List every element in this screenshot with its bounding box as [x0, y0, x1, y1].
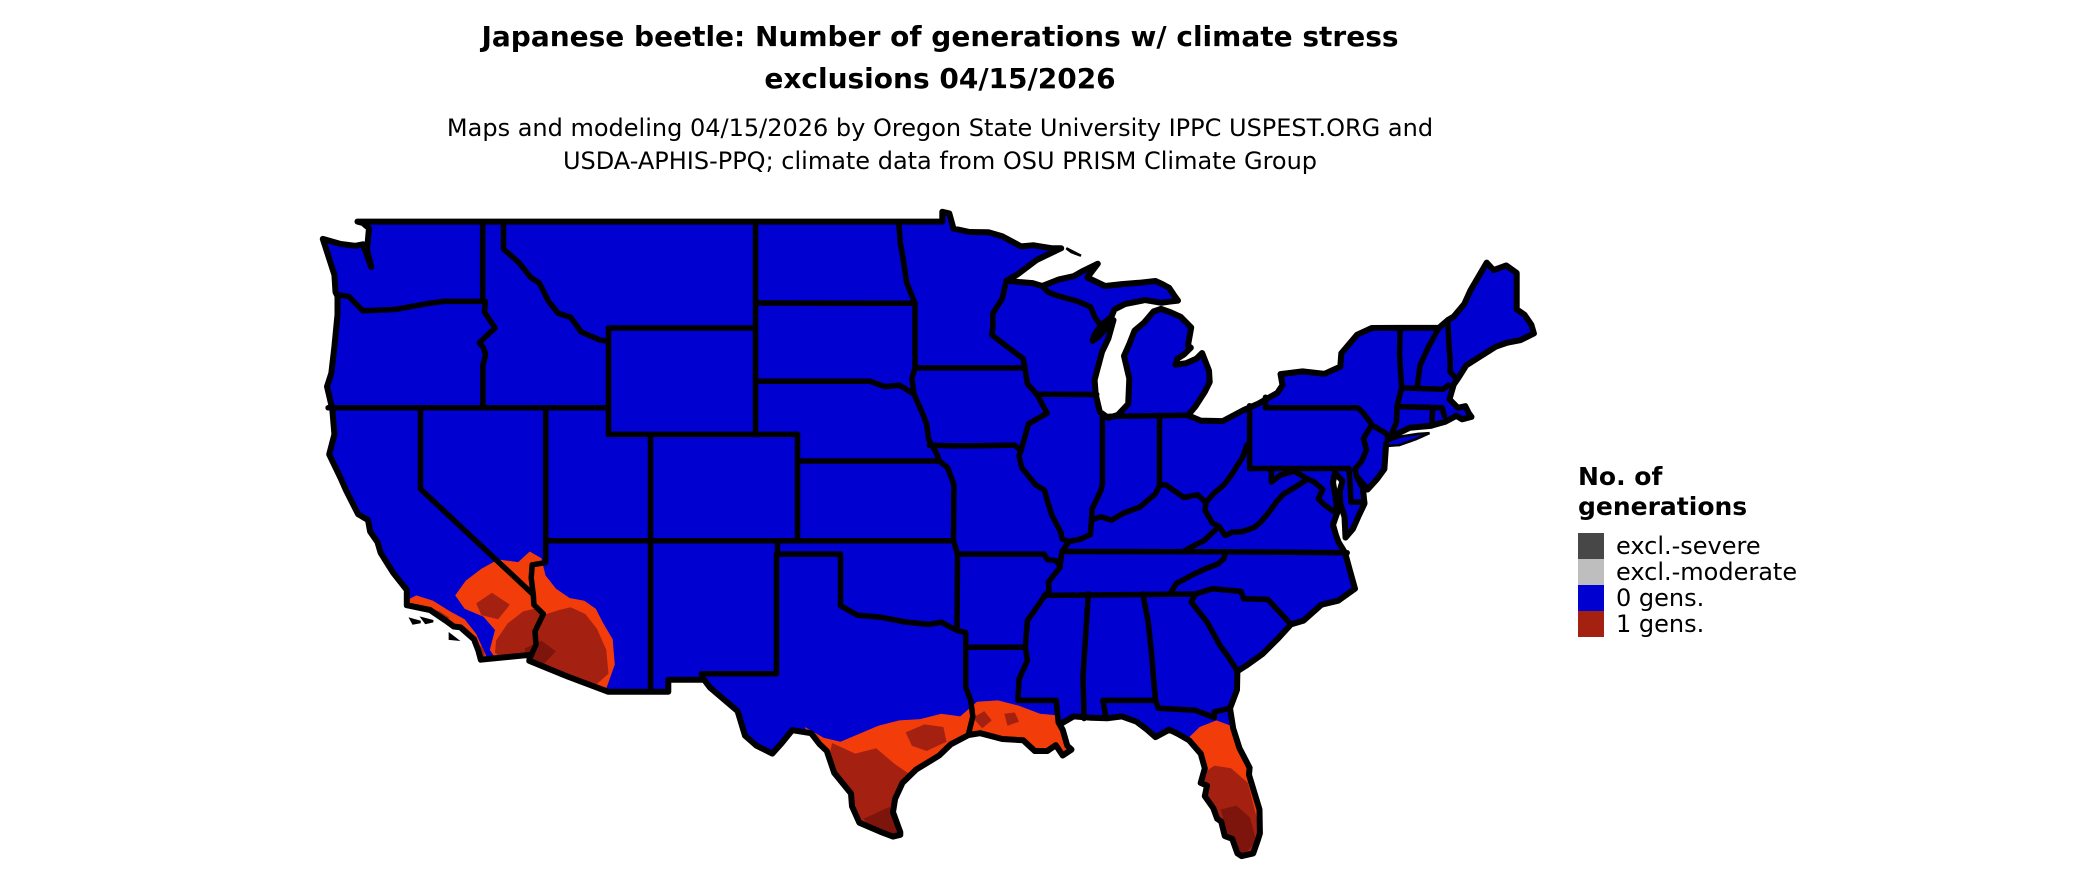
map-legend: No. of generations excl.-severe excl.-mod… — [1578, 462, 1797, 637]
legend-item-label: 0 gens. — [1616, 584, 1705, 612]
region-louisiana-brick-1 — [972, 711, 992, 729]
region-arizona-core-brick — [495, 607, 609, 686]
island — [1065, 247, 1082, 257]
legend-swatch-2 — [1578, 559, 1604, 585]
island — [419, 616, 434, 625]
region-louisiana-brick-2 — [1004, 712, 1019, 726]
island — [408, 617, 421, 625]
legend-item-label: excl.-moderate — [1616, 558, 1798, 586]
legend-swatch-4 — [1578, 611, 1604, 637]
region-mojave-brick — [476, 592, 510, 620]
legend-swatch-3 — [1578, 585, 1604, 611]
us-land — [322, 211, 1534, 857]
figure-subtitle: Maps and modeling 04/15/2026 by Oregon S… — [446, 114, 1434, 176]
legend-swatch-1 — [1578, 533, 1604, 559]
legend-item: excl.-severe — [1578, 533, 1797, 559]
region-houston-brick — [905, 724, 947, 751]
legend-items: excl.-severe excl.-moderate 0 gens. 1 gens. — [1578, 533, 1797, 637]
legend-item-label: excl.-severe — [1616, 532, 1761, 560]
region-florida-keys-brick — [1219, 854, 1255, 857]
state-borders — [325, 218, 1460, 737]
legend-item-label: 1 gens. — [1616, 610, 1705, 638]
figure-title: Japanese beetle: Number of generations w… — [481, 20, 1399, 95]
island — [1386, 431, 1431, 448]
island — [448, 631, 461, 641]
legend-item: 1 gens. — [1578, 611, 1797, 637]
legend-item: 0 gens. — [1578, 585, 1797, 611]
region-florida-south-dark — [1220, 805, 1257, 857]
legend-title: No. of generations — [1578, 462, 1748, 521]
us-coast-outline — [319, 208, 1537, 860]
legend-item: excl.-moderate — [1578, 559, 1797, 585]
